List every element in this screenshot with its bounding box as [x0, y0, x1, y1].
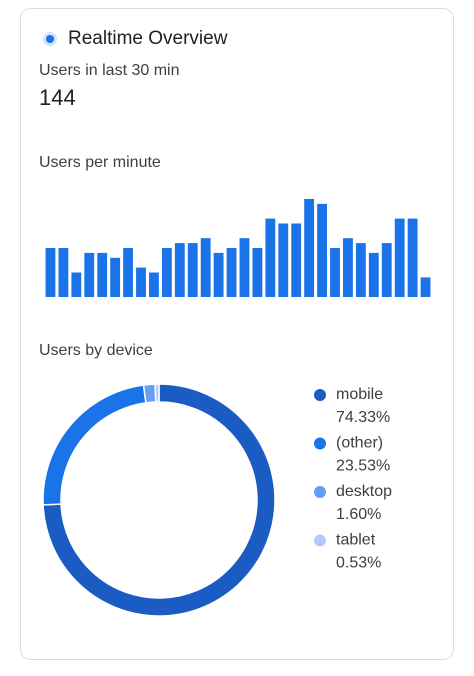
bar: [278, 223, 289, 297]
donut-segment: [142, 383, 157, 404]
bar: [149, 272, 159, 297]
bar: [368, 252, 379, 297]
bar: [226, 248, 237, 297]
live-dot: [46, 35, 54, 43]
bar: [123, 248, 133, 297]
card-border: [20, 8, 454, 660]
bar: [174, 243, 185, 297]
bar: [110, 257, 121, 297]
bar: [161, 248, 172, 297]
bar: [200, 238, 211, 297]
users-count: 144: [39, 85, 76, 110]
legend-label: desktop: [336, 483, 392, 500]
bar: [407, 218, 418, 297]
bar: [97, 252, 108, 297]
users-label: Users in last 30 min: [39, 62, 180, 79]
bar: [187, 243, 198, 297]
legend-label: mobile: [336, 386, 383, 403]
bar: [213, 252, 224, 297]
bar: [252, 248, 263, 297]
bar: [317, 203, 327, 297]
card-title: Realtime Overview: [68, 28, 228, 49]
legend-dot: [314, 389, 326, 401]
legend-value: 23.53%: [336, 458, 390, 475]
bar: [343, 238, 353, 297]
bar: [355, 243, 366, 297]
donut-segment: [42, 383, 276, 617]
bar: [381, 243, 392, 297]
legend-dot: [314, 534, 326, 547]
bar: [71, 272, 82, 297]
donut-segment: [154, 383, 160, 403]
bar: [330, 248, 340, 297]
legend-dot: [314, 486, 326, 498]
legend-label: (other): [336, 435, 383, 452]
donut-chart-title: Users by device: [39, 342, 153, 359]
bar: [265, 218, 276, 297]
bar-chart-title: Users per minute: [39, 154, 161, 171]
bar: [304, 199, 315, 297]
legend-value: 74.33%: [336, 409, 390, 426]
bar: [291, 223, 302, 297]
bar: [58, 248, 69, 297]
legend-value: 0.53%: [336, 555, 381, 572]
bar: [239, 238, 250, 297]
bar: [420, 277, 431, 297]
bar: [394, 218, 405, 297]
bar: [45, 248, 56, 297]
legend-value: 1.60%: [336, 506, 381, 523]
legend-dot: [314, 437, 326, 450]
bar: [84, 252, 95, 297]
bar: [136, 267, 146, 297]
legend-label: tablet: [336, 532, 376, 549]
